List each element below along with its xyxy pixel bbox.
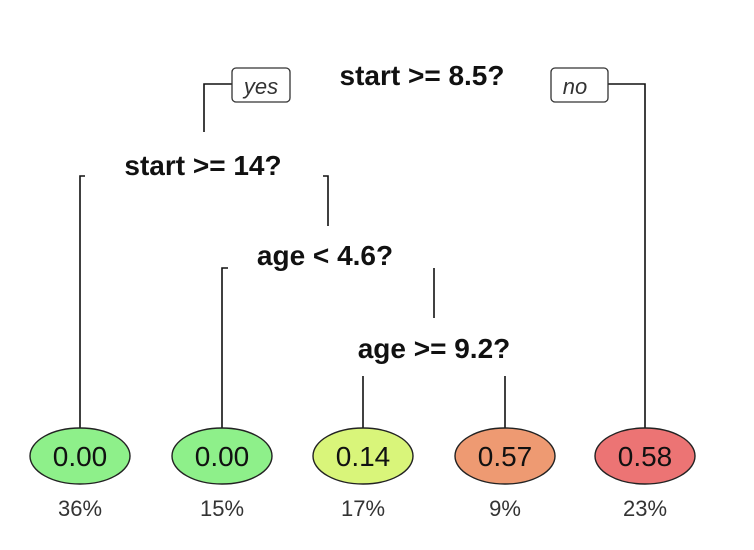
- leaf-value: 0.14: [336, 441, 391, 472]
- tree-edges: [79, 83, 646, 428]
- split-node-age-4-6: age < 4.6?: [257, 240, 393, 271]
- leaf-value: 0.58: [618, 441, 673, 472]
- svg-text:no: no: [563, 74, 587, 99]
- branch-no-label: no: [550, 67, 609, 103]
- split-node-start-14: start >= 14?: [124, 150, 281, 181]
- leaf-value: 0.00: [53, 441, 108, 472]
- edge-n2-left: [79, 175, 85, 428]
- leaf-value: 0.00: [195, 441, 250, 472]
- leaf-shape: [454, 427, 556, 485]
- leaf-percent: 15%: [200, 496, 244, 521]
- edge-root-yes: [203, 83, 232, 132]
- edge-root-no: [608, 83, 646, 428]
- leaf-percent: 23%: [623, 496, 667, 521]
- branch-yes-label: yes: [231, 67, 291, 103]
- leaf-percent: 9%: [489, 496, 521, 521]
- leaf-node: 0.00 15%: [171, 427, 273, 521]
- leaf-percent: 36%: [58, 496, 102, 521]
- leaf-shape: [171, 427, 273, 485]
- edge-n2-right: [323, 175, 329, 226]
- leaf-node: 0.14 17%: [312, 427, 414, 521]
- leaf-percent: 17%: [341, 496, 385, 521]
- edge-n3-left: [221, 267, 228, 428]
- leaf-node: 0.00 36%: [29, 427, 131, 521]
- leaf-shape: [312, 427, 414, 485]
- leaf-shape: [594, 427, 696, 485]
- leaf-node: 0.58 23%: [594, 427, 696, 521]
- split-node-age-9-2: age >= 9.2?: [358, 333, 511, 364]
- split-node-root: start >= 8.5?: [340, 60, 505, 91]
- leaf-shape: [29, 427, 131, 485]
- leaf-node: 0.57 9%: [454, 427, 556, 521]
- leaf-value: 0.57: [478, 441, 533, 472]
- svg-text:yes: yes: [242, 74, 278, 99]
